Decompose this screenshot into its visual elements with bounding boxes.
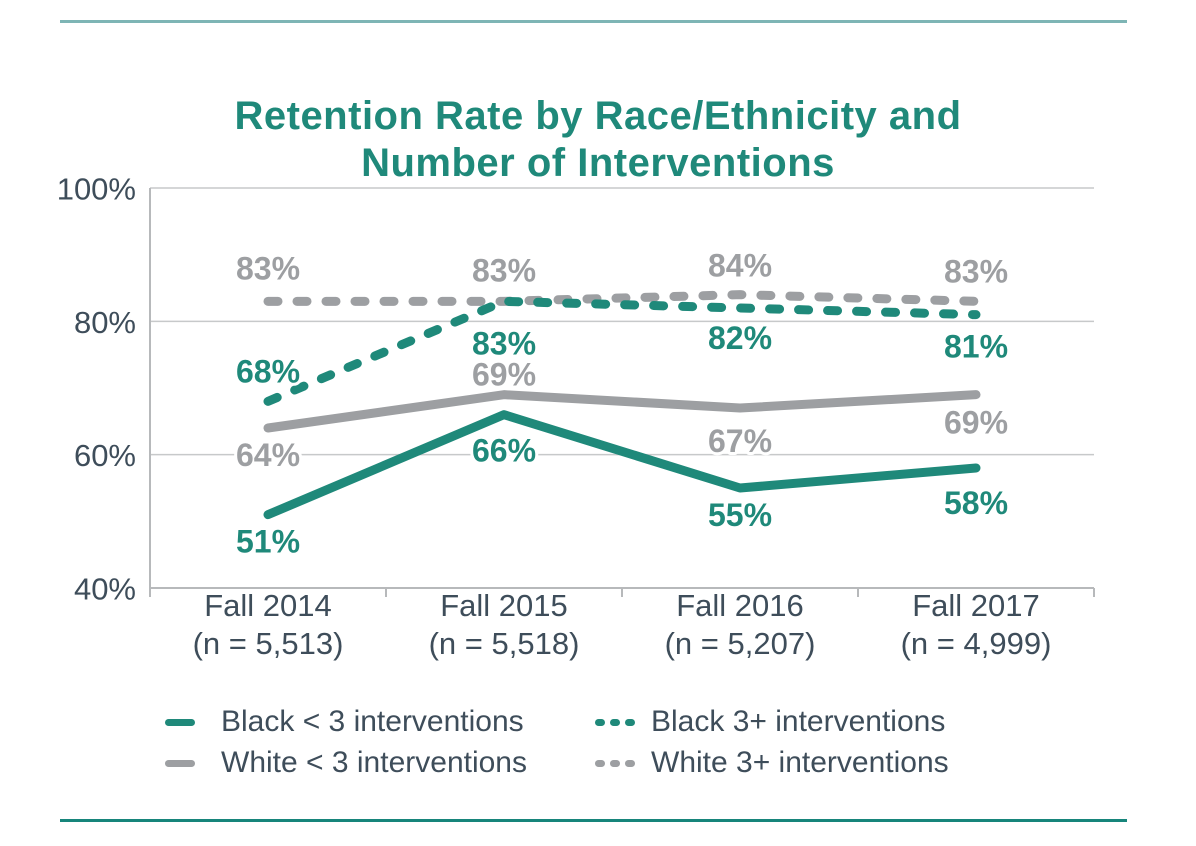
data-label-white-3plus-0: 83%: [236, 250, 300, 286]
x-label-1: Fall 2015: [440, 588, 568, 623]
legend-item-white-lt3: White < 3 interventions: [165, 745, 595, 781]
bottom-divider-rule: [60, 819, 1127, 822]
legend-dash: [165, 718, 195, 726]
data-label-white-3plus-2: 84%: [708, 248, 772, 284]
data-label-white-3plus-3: 83%: [944, 253, 1008, 289]
data-label-white-lt3-3: 69%: [944, 405, 1008, 441]
data-label-white-3plus-1: 83%: [472, 252, 536, 288]
y-tick-label-40: 40%: [74, 572, 136, 607]
data-label-black-lt3-2: 55%: [708, 497, 772, 533]
chart-title: Retention Rate by Race/Ethnicity and Num…: [0, 93, 1196, 187]
data-label-black-3plus-1: 83%: [472, 325, 536, 361]
legend-dash: [625, 718, 635, 726]
x-label-3: Fall 2017: [912, 588, 1040, 623]
legend-swatch-solid-teal-icon: [165, 718, 207, 726]
legend-swatch-dashed-teal-icon: [595, 718, 637, 726]
data-label-black-lt3-0: 51%: [236, 524, 300, 560]
y-tick-label-100: 100%: [57, 172, 136, 207]
series-line-white-lt3: [263, 390, 981, 433]
data-label-black-3plus-2: 82%: [708, 320, 772, 356]
data-label-white-lt3-2: 67%: [708, 423, 772, 459]
data-label-black-3plus-0: 68%: [236, 353, 300, 389]
legend-dash: [610, 718, 620, 726]
legend-dash: [595, 718, 605, 726]
data-label-white-lt3-0: 64%: [236, 437, 300, 473]
legend-item-black-3plus: Black 3+ interventions: [595, 704, 949, 740]
legend-swatch-solid-gray-icon: [165, 759, 207, 767]
data-label-black-lt3-3: 58%: [944, 485, 1008, 521]
legend-item-black-lt3: Black < 3 interventions: [165, 704, 595, 740]
data-label-black-3plus-3: 81%: [944, 329, 1008, 365]
legend-label-white-lt3: White < 3 interventions: [221, 746, 527, 779]
data-label-white-lt3-1: 69%: [472, 357, 536, 393]
top-divider-rule: [60, 20, 1127, 23]
x-sublabel-3: (n = 4,999): [901, 626, 1052, 661]
y-tick-label-80: 80%: [74, 305, 136, 340]
legend-swatch-dashed-gray-icon: [595, 759, 637, 767]
series-line-black-lt3: [263, 410, 981, 520]
x-sublabel-1: (n = 5,518): [429, 626, 580, 661]
legend-dash: [595, 759, 605, 767]
legend-dash: [610, 759, 620, 767]
legend-dash: [165, 759, 195, 767]
x-sublabel-2: (n = 5,207): [665, 626, 816, 661]
legend-label-white-3plus: White 3+ interventions: [651, 746, 949, 779]
data-label-black-lt3-1: 66%: [472, 433, 536, 469]
chart-legend: Black < 3 interventions Black 3+ interve…: [165, 704, 949, 781]
y-tick-label-60: 60%: [74, 438, 136, 473]
chart-title-line-2: Number of Interventions: [361, 140, 835, 185]
series-line-white-3plus: [263, 290, 981, 306]
legend-item-white-3plus: White 3+ interventions: [595, 745, 949, 781]
x-label-2: Fall 2016: [676, 588, 804, 623]
chart-title-line-1: Retention Rate by Race/Ethnicity and: [234, 93, 962, 138]
x-sublabel-0: (n = 5,513): [193, 626, 344, 661]
series-line-black-3plus: [263, 296, 981, 406]
x-label-0: Fall 2014: [204, 588, 332, 623]
legend-label-black-lt3: Black < 3 interventions: [221, 705, 524, 738]
legend-label-black-3plus: Black 3+ interventions: [651, 705, 946, 738]
legend-dash: [625, 759, 635, 767]
